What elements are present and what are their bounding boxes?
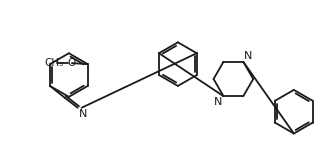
Text: O: O <box>68 58 76 68</box>
Text: N: N <box>244 51 253 61</box>
Text: N: N <box>214 97 222 107</box>
Text: N: N <box>79 109 87 119</box>
Text: CH₃: CH₃ <box>45 58 64 68</box>
